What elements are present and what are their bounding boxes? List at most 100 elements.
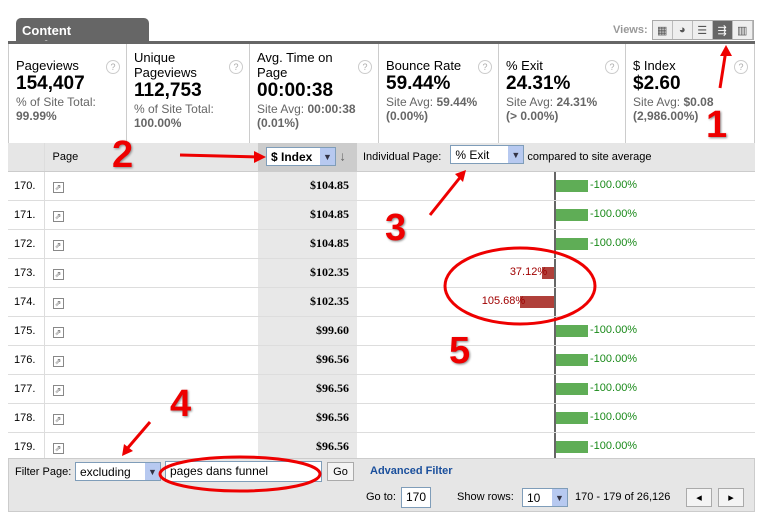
external-link-icon[interactable]: ⇗: [52, 442, 64, 454]
metric-delta: (0.01%): [257, 116, 300, 130]
compare-suffix: compared to site average: [527, 151, 652, 164]
go-button[interactable]: Go: [327, 462, 354, 481]
metric-sub-value: 00:00:38: [307, 102, 356, 116]
filter-mode-value: excluding: [80, 464, 131, 479]
external-link-icon[interactable]: ⇗: [52, 268, 64, 280]
filter-mode-select[interactable]: excluding ▼: [75, 462, 161, 481]
comparison-label: -100.00%: [590, 352, 638, 365]
chevron-down-icon: ▼: [145, 463, 160, 480]
filter-label: Filter Page:: [15, 466, 72, 478]
show-rows-select[interactable]: 10 ▼: [522, 488, 568, 507]
help-icon[interactable]: ?: [106, 60, 120, 74]
pie-view-icon[interactable]: ◕: [672, 21, 693, 39]
table-row: 175. ⇗ $99.60 -100.00%: [8, 316, 755, 346]
pivot-view-icon[interactable]: ▥: [732, 21, 753, 39]
next-page-button[interactable]: ▸: [718, 488, 744, 507]
table-footer: Filter Page: excluding ▼ pages dans funne…: [8, 458, 755, 512]
external-link-icon[interactable]: ⇗: [52, 355, 64, 367]
metric-value: 154,407: [16, 73, 85, 94]
dollar-index-value: $104.85: [258, 229, 357, 259]
comparison-cell: -100.00%: [357, 432, 755, 462]
comparison-bar: [556, 440, 588, 453]
metric-sub-value: 100.00%: [134, 116, 182, 130]
external-link-icon[interactable]: ⇗: [52, 210, 64, 222]
external-link-icon[interactable]: ⇗: [52, 181, 64, 193]
page-cell: ⇗: [44, 403, 258, 433]
goto-label: Go to:: [366, 491, 396, 503]
chevron-down-icon: ▼: [320, 148, 335, 166]
goto-input[interactable]: 170: [401, 487, 431, 508]
metric-value: 112,753: [134, 80, 202, 101]
external-link-icon[interactable]: ⇗: [52, 326, 64, 338]
table-row: 177. ⇗ $96.56 -100.00%: [8, 374, 755, 404]
metric-sub-label: Site Avg:: [506, 95, 554, 109]
comparison-label: -100.00%: [590, 439, 638, 452]
external-link-icon[interactable]: ⇗: [52, 384, 64, 396]
sort-metric-select[interactable]: $ Index ▼: [266, 147, 336, 167]
annotation-4: 4: [170, 383, 192, 425]
metric-avg-time: Avg. Time on Page 00:00:38 Site Avg: 00:…: [250, 44, 379, 143]
row-number: 177.: [8, 374, 45, 404]
metric-delta: (2,986.00%): [633, 109, 699, 123]
external-link-icon[interactable]: ⇗: [52, 239, 64, 251]
comparison-cell: -100.00%: [357, 374, 755, 404]
external-link-icon[interactable]: ⇗: [52, 413, 64, 425]
annotation-2: 2: [112, 134, 134, 176]
row-number: 173.: [8, 258, 45, 288]
chevron-down-icon: ▼: [552, 489, 567, 506]
header-compare: Individual Page: % Exit ▼ compared to sit…: [357, 143, 755, 172]
header-index: [8, 143, 45, 172]
comparison-bar: [556, 324, 588, 337]
comparison-view-icon[interactable]: ⇶: [712, 21, 733, 39]
metric-label: Bounce Rate: [386, 58, 462, 73]
filter-input[interactable]: pages dans funnel: [165, 461, 322, 482]
average-axis: [554, 171, 556, 200]
table-row: 172. ⇗ $104.85 -100.00%: [8, 229, 755, 259]
page-cell: ⇗: [44, 316, 258, 346]
help-icon[interactable]: ?: [734, 60, 748, 74]
header-page[interactable]: Page: [44, 143, 258, 172]
metric-sub-label: Site Avg:: [633, 95, 681, 109]
bar-view-icon[interactable]: ☰: [692, 21, 713, 39]
comparison-label: 37.12%: [509, 265, 548, 278]
row-number: 176.: [8, 345, 45, 375]
help-icon[interactable]: ?: [605, 60, 619, 74]
average-axis: [554, 374, 556, 403]
help-icon[interactable]: ?: [358, 60, 372, 74]
dollar-index-value: $96.56: [258, 432, 357, 462]
prev-page-button[interactable]: ◂: [686, 488, 712, 507]
page-cell: ⇗: [44, 229, 258, 259]
sort-descending-icon[interactable]: ↓: [339, 148, 346, 164]
average-axis: [554, 200, 556, 229]
metric-exit: % Exit 24.31% Site Avg: 24.31% (> 0.00%)…: [499, 44, 626, 143]
metric-label: Unique Pageviews: [134, 50, 197, 80]
row-number: 171.: [8, 200, 45, 230]
pagination-range: 170 - 179 of 26,126: [575, 491, 671, 503]
average-axis: [554, 287, 556, 316]
page-cell: ⇗: [44, 200, 258, 230]
comparison-cell: -100.00%: [357, 345, 755, 375]
metric-label: Pageviews: [16, 58, 79, 73]
help-icon[interactable]: ?: [478, 60, 492, 74]
external-link-icon[interactable]: ⇗: [52, 297, 64, 309]
metric-value: 00:00:38: [257, 80, 334, 101]
row-number: 175.: [8, 316, 45, 346]
help-icon[interactable]: ?: [229, 60, 243, 74]
comparison-cell: -100.00%: [357, 171, 755, 201]
row-number: 170.: [8, 171, 45, 201]
annotation-3: 3: [385, 207, 407, 249]
metric-value: $2.60: [633, 73, 681, 94]
compare-metric-select[interactable]: % Exit ▼: [450, 145, 525, 165]
average-axis: [554, 403, 556, 432]
table-row: 173. ⇗ $102.35 37.12%: [8, 258, 755, 288]
table-view-icon[interactable]: ▦: [652, 21, 673, 39]
content-performance-tab[interactable]: Content Performance: [16, 18, 149, 53]
comparison-label: -100.00%: [590, 236, 638, 249]
dollar-index-value: $96.56: [258, 403, 357, 433]
row-number: 172.: [8, 229, 45, 259]
table-row: 174. ⇗ $102.35 105.68%: [8, 287, 755, 317]
metric-label: % Exit: [506, 58, 543, 73]
advanced-filter-link[interactable]: Advanced Filter: [370, 465, 453, 477]
metric-label: Avg. Time on Page: [257, 50, 333, 80]
table-row: 170. ⇗ $104.85 -100.00%: [8, 171, 755, 201]
